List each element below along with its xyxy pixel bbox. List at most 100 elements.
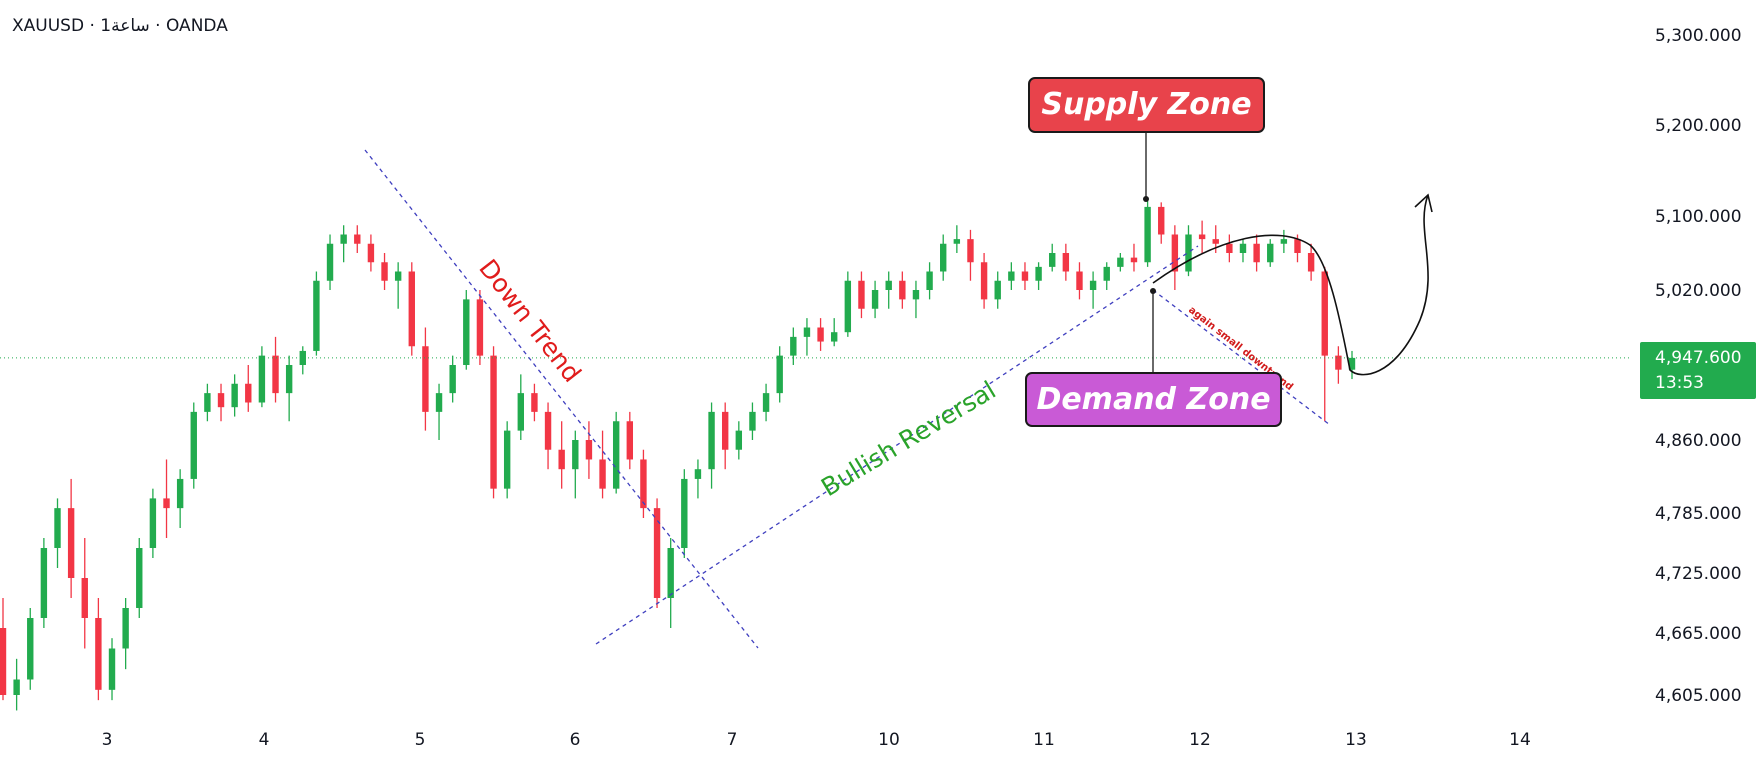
candle-body <box>1008 271 1015 281</box>
candle <box>231 374 238 417</box>
candle-body <box>313 280 320 351</box>
candle-body <box>67 508 75 578</box>
candle-body <box>1253 243 1260 263</box>
price-tick-label: 4,860.000 <box>1655 431 1742 451</box>
candle-body <box>136 548 143 608</box>
candle-body <box>422 346 429 412</box>
time-axis: 3 4 5 6 7 10 11 12 13 14 <box>102 730 1531 750</box>
projection-arrowhead <box>1414 193 1433 213</box>
demand-zone-label[interactable]: Demand Zone <box>1025 372 1282 427</box>
price-axis: 5,300.000 5,200.000 5,100.000 5,020.000 4,86… <box>1655 26 1742 706</box>
candle-body <box>953 239 961 244</box>
candle <box>776 346 783 403</box>
candle <box>381 253 388 290</box>
candle <box>953 225 961 253</box>
candle-body <box>1239 243 1247 253</box>
candle-body <box>1021 271 1029 281</box>
projection-curve <box>1152 194 1429 376</box>
candle <box>149 488 157 558</box>
candle <box>95 598 102 701</box>
candle-body <box>1294 239 1301 253</box>
candle <box>1280 229 1288 253</box>
candle <box>817 318 824 351</box>
candle <box>653 498 661 608</box>
candle <box>1049 243 1056 272</box>
candle-body <box>694 469 702 479</box>
candle <box>54 498 61 568</box>
candle-body <box>762 393 770 412</box>
candle <box>1089 271 1097 309</box>
candle-body <box>599 459 606 489</box>
candle-body <box>912 290 920 300</box>
candle-body <box>980 262 988 300</box>
candle <box>1185 225 1192 277</box>
candle <box>762 383 770 422</box>
candle <box>544 402 552 470</box>
candle <box>0 598 7 701</box>
candle-body <box>994 280 1001 300</box>
supply-zone-label[interactable]: Supply Zone <box>1028 77 1265 133</box>
candle-body <box>1185 234 1192 272</box>
candle <box>626 411 634 470</box>
candle-body <box>790 336 797 356</box>
candle-body <box>190 411 197 479</box>
time-tick-label: 6 <box>570 730 581 750</box>
candle-body <box>258 355 266 403</box>
supply-point <box>1143 196 1149 202</box>
time-tick-label: 13 <box>1345 730 1367 750</box>
candle <box>217 383 225 422</box>
candle-body <box>640 459 647 509</box>
candle-body <box>817 327 824 342</box>
demand-point <box>1150 288 1156 294</box>
candle-body <box>340 234 347 244</box>
price-tick-label: 5,300.000 <box>1655 26 1742 46</box>
candle <box>463 290 470 370</box>
candle <box>1198 220 1206 253</box>
candle-body <box>27 618 34 680</box>
candle <box>354 225 361 253</box>
candle-body <box>231 383 238 408</box>
candle <box>136 538 143 618</box>
candle-body <box>0 628 7 695</box>
candle <box>163 459 170 538</box>
candle <box>599 430 606 499</box>
time-tick-label: 3 <box>102 730 113 750</box>
candle <box>749 402 756 440</box>
candle <box>13 658 20 711</box>
candle-body <box>285 365 293 394</box>
candle <box>394 262 402 309</box>
candle <box>422 327 429 431</box>
time-tick-label: 4 <box>259 730 270 750</box>
candle <box>258 346 266 408</box>
candle-body <box>1267 243 1274 263</box>
candle-body <box>245 383 252 403</box>
candle-body <box>408 271 415 347</box>
candle <box>803 318 811 356</box>
candle <box>721 402 729 470</box>
candle-body <box>899 280 906 300</box>
candle-body <box>81 578 88 618</box>
candle <box>245 365 252 412</box>
down-trendline <box>364 149 759 649</box>
candle-body <box>40 548 48 618</box>
candle-body <box>1321 271 1328 356</box>
candle <box>272 336 279 403</box>
candle <box>122 598 129 670</box>
candle <box>572 430 579 499</box>
candle <box>1021 262 1029 290</box>
candle-body <box>503 430 511 489</box>
candle-body <box>54 508 61 548</box>
small-downtrend-line <box>1152 289 1331 426</box>
candle-body <box>585 440 593 460</box>
candle-body <box>1171 234 1179 272</box>
candle-body <box>272 355 279 394</box>
candle-body <box>1212 239 1219 244</box>
candle <box>980 253 988 309</box>
candle <box>790 327 797 365</box>
candle-body <box>1062 253 1070 272</box>
candle-body <box>1035 266 1042 281</box>
candle <box>1171 225 1179 290</box>
candle <box>367 234 375 272</box>
candle-body <box>217 393 225 408</box>
